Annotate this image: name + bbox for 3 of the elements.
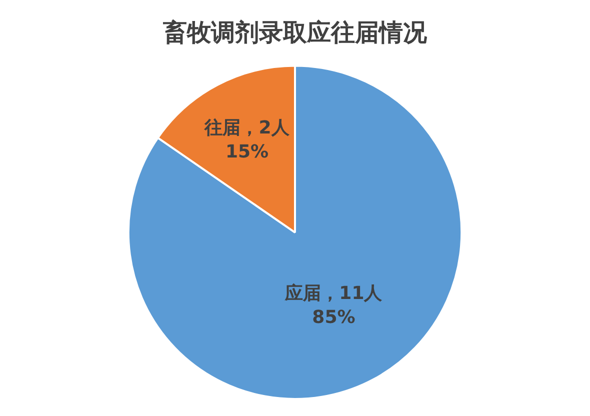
- slice-label: 应届，11人 85%: [284, 282, 384, 328]
- slice-label: 往届，2人 15%: [204, 118, 290, 163]
- chart-title: 畜牧调剂录取应往届情况: [162, 18, 428, 47]
